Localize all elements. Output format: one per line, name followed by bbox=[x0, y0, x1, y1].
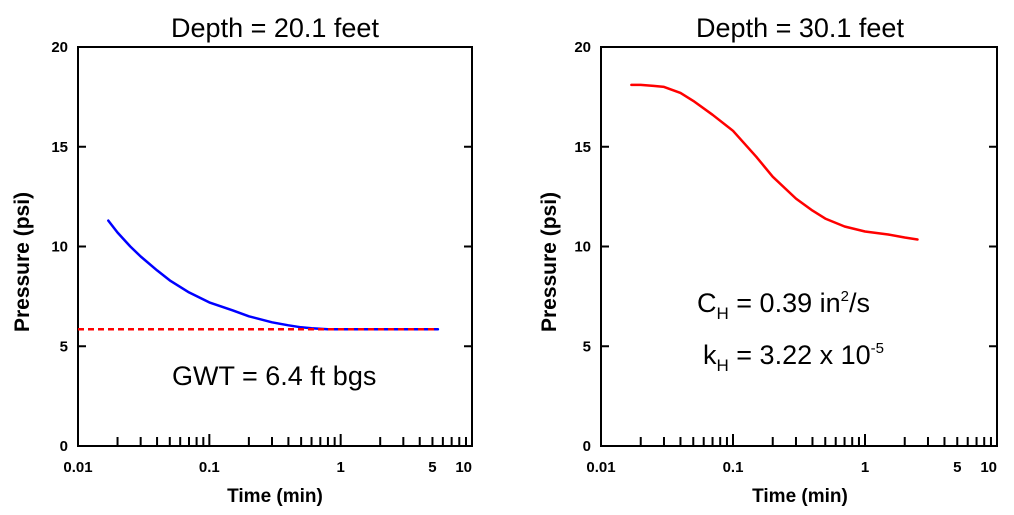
chart-left-title: Depth = 20.1 feet bbox=[171, 13, 379, 43]
kh-value: = 3.22 x 10 bbox=[729, 340, 871, 370]
chart-left-gwt-annotation: GWT = 6.4 ft bgs bbox=[172, 361, 376, 391]
chart-right-x-tick-label: 1 bbox=[861, 459, 869, 476]
chart-right-y-axis-label: Pressure (psi) bbox=[538, 192, 561, 332]
chart-right-x-tick-label: 0.1 bbox=[723, 459, 744, 476]
chart-right-y-tick-label: 15 bbox=[574, 139, 591, 156]
chart-right-y-tick-label: 0 bbox=[583, 438, 591, 455]
chart-left-y-tick-labels: 0 5 10 15 20 bbox=[51, 39, 68, 455]
chart-right-series-0-line bbox=[630, 83, 919, 241]
chart-left-x-tick-label: 5 bbox=[428, 459, 436, 476]
chart-left-y-tick-label: 0 bbox=[60, 438, 68, 455]
kh-base: k bbox=[703, 340, 717, 370]
chart-right-ticks bbox=[600, 46, 998, 447]
chart-right-x-tick-label: 5 bbox=[953, 459, 961, 476]
chart-left-y-tick-label: 5 bbox=[60, 338, 68, 355]
ch-base: C bbox=[697, 288, 717, 318]
chart-right-kh-annotation: kH = 3.22 x 10-5 bbox=[703, 340, 884, 375]
chart-right-x-tick-label: 10 bbox=[980, 459, 997, 476]
chart-left-y-tick-label: 20 bbox=[51, 39, 68, 56]
chart-right-x-axis-label: Time (min) bbox=[752, 486, 848, 507]
chart-right-title: Depth = 30.1 feet bbox=[696, 13, 904, 43]
chart-left-ticks bbox=[77, 46, 473, 447]
chart-left-y-tick-label: 15 bbox=[51, 139, 68, 156]
chart-left-x-tick-label: 0.1 bbox=[199, 459, 220, 476]
ch-value: = 0.39 in bbox=[729, 288, 841, 318]
chart-right-plot-frame bbox=[600, 46, 998, 447]
chart-right-y-tick-label: 10 bbox=[574, 239, 591, 256]
chart-left-series bbox=[78, 219, 440, 331]
chart-right-y-tick-label: 20 bbox=[574, 39, 591, 56]
ch-subscript: H bbox=[717, 304, 729, 323]
chart-right-ch-annotation: CH = 0.39 in2/s bbox=[697, 288, 870, 323]
chart-left-x-tick-label: 1 bbox=[336, 459, 344, 476]
chart-left-y-axis-label: Pressure (psi) bbox=[11, 192, 34, 332]
chart-left-series-0-line bbox=[107, 219, 440, 331]
chart-left-x-tick-labels: 0.01 0.1 1 5 10 bbox=[63, 459, 472, 476]
chart-left-x-tick-label: 10 bbox=[455, 459, 472, 476]
ch-superscript: 2 bbox=[841, 288, 849, 305]
kh-subscript: H bbox=[717, 356, 729, 375]
ch-unit-tail: /s bbox=[849, 288, 870, 318]
chart-left-x-tick-label: 0.01 bbox=[63, 459, 92, 476]
chart-left-x-axis-label: Time (min) bbox=[227, 486, 323, 507]
kh-superscript: -5 bbox=[871, 340, 884, 357]
chart-right-series bbox=[630, 83, 919, 241]
chart-right-y-tick-label: 5 bbox=[583, 338, 591, 355]
chart-right-y-tick-labels: 0 5 10 15 20 bbox=[574, 39, 591, 455]
chart-right-x-tick-label: 0.01 bbox=[586, 459, 615, 476]
chart-right-x-tick-labels: 0.01 0.1 1 5 10 bbox=[586, 459, 997, 476]
chart-left-y-tick-label: 10 bbox=[51, 239, 68, 256]
